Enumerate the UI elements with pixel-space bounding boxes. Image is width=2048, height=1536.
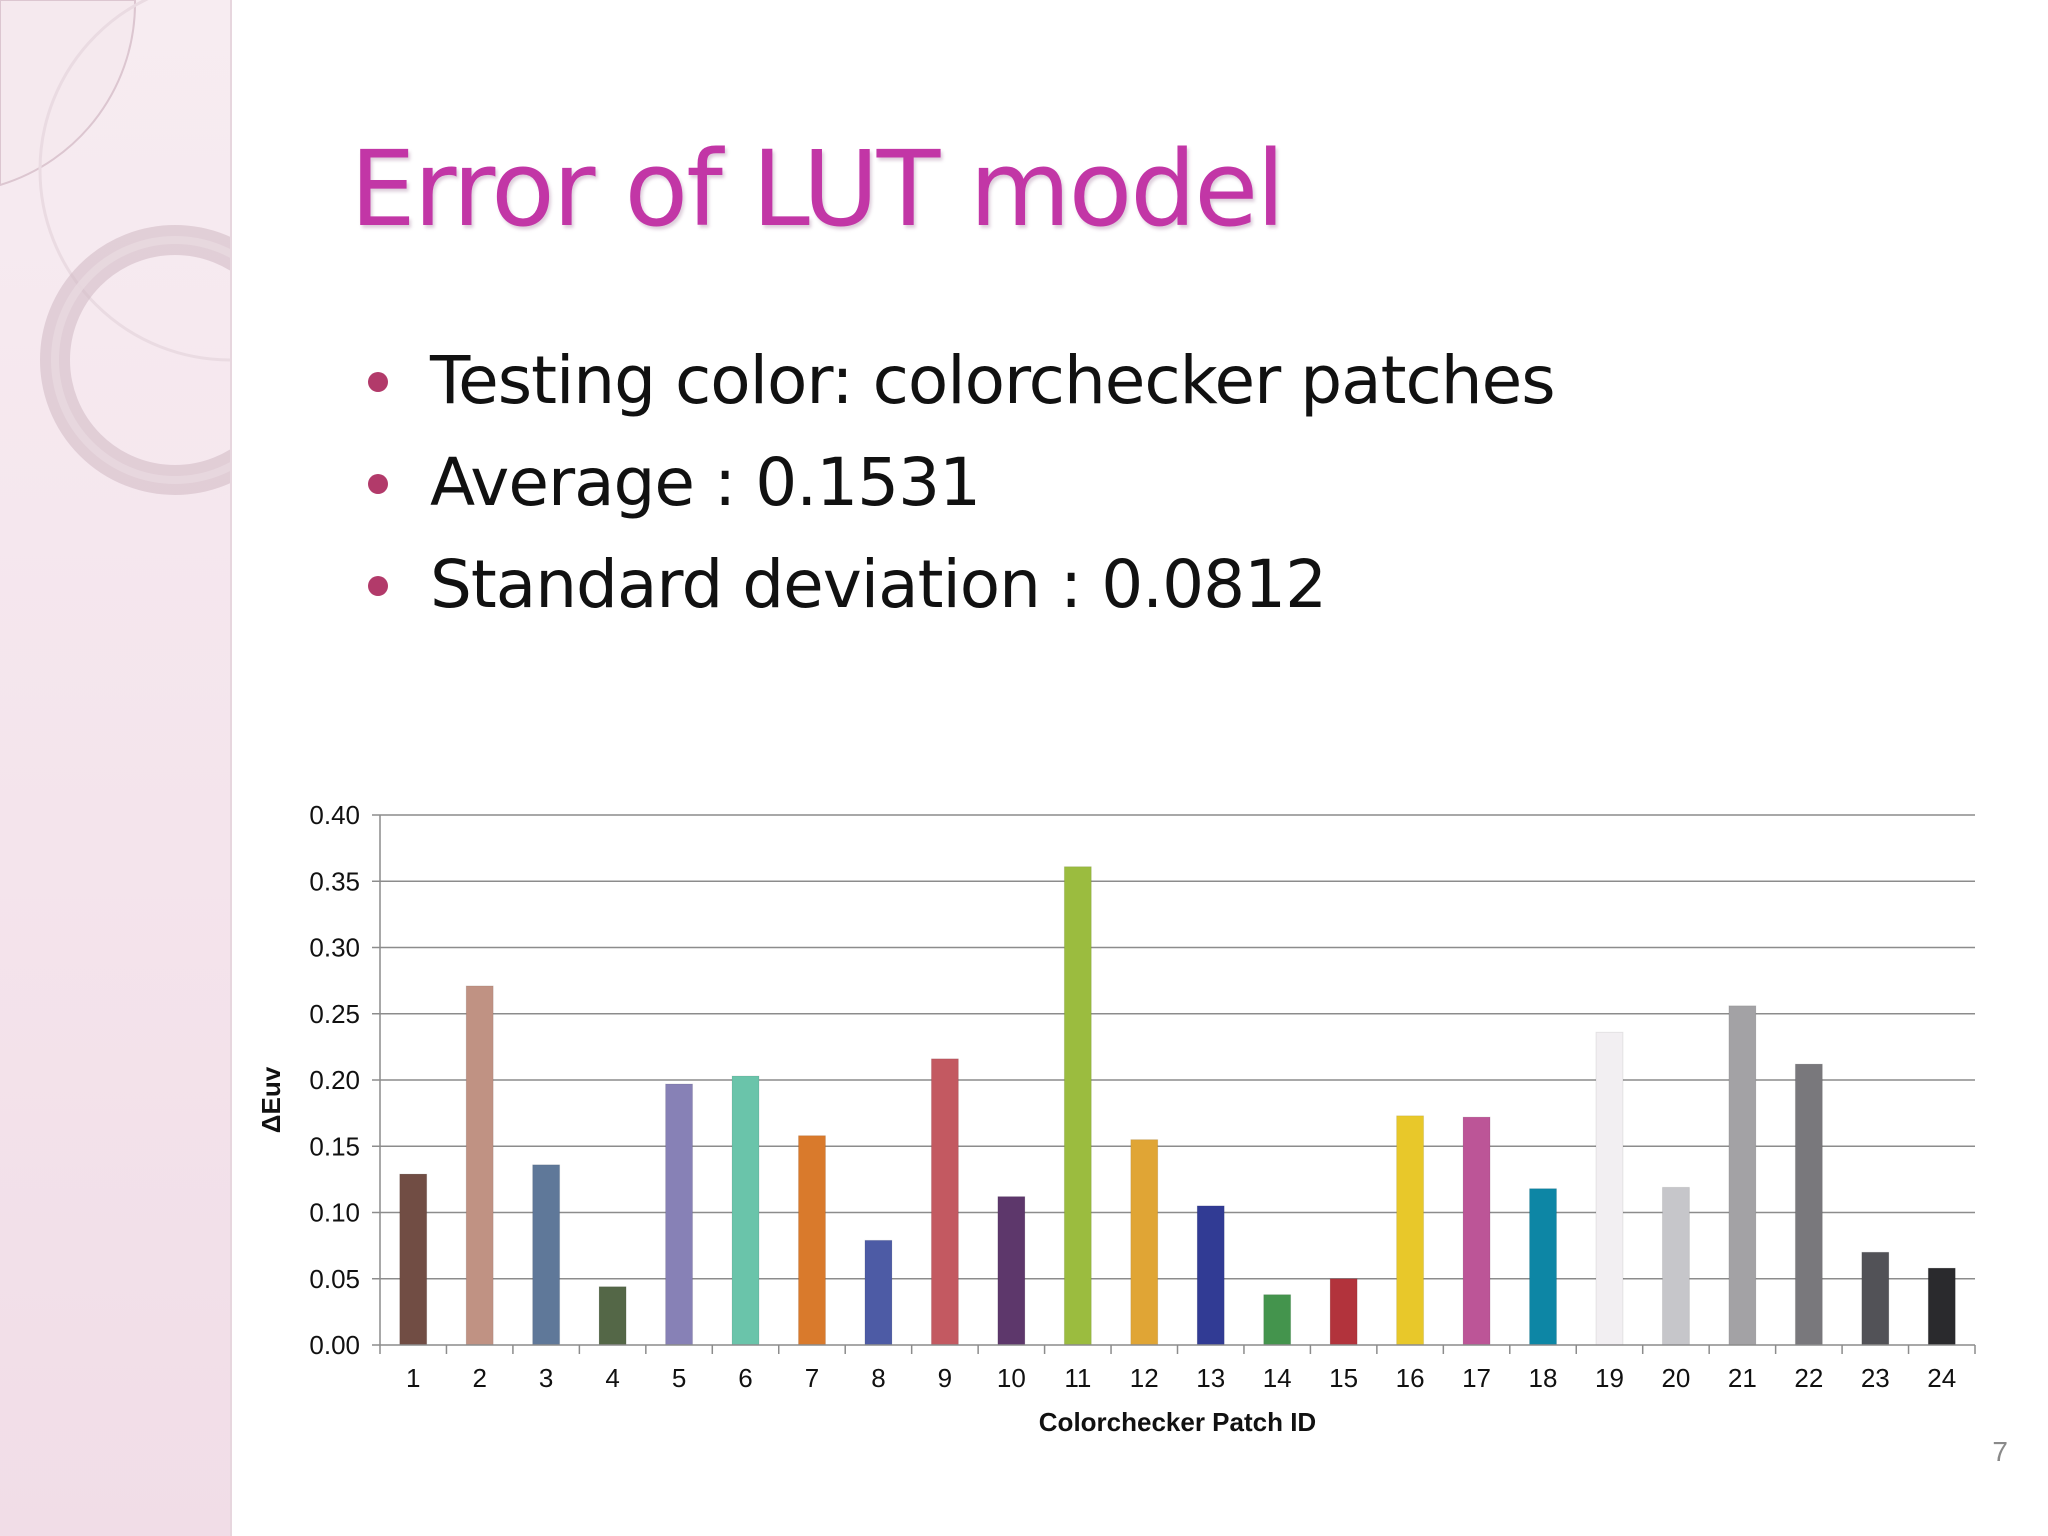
bar-16 — [1396, 1115, 1425, 1346]
tick-labels: 0.000.050.100.150.200.250.300.350.401 2 3 4… — [309, 800, 1956, 1393]
y-tick-label: 0.20 — [309, 1065, 360, 1095]
x-axis-title: Colorchecker Patch ID — [1039, 1407, 1316, 1437]
y-tick-label: 0.25 — [309, 999, 360, 1029]
x-tick-label: 23 — [1861, 1363, 1890, 1393]
bar-7 — [797, 1135, 826, 1346]
slide-title: Error of LUT model — [350, 128, 1285, 250]
x-tick-label: 22 — [1794, 1363, 1823, 1393]
bar-chart: 0.000.050.100.150.200.250.300.350.401 2 3 4… — [256, 800, 1976, 1437]
bar-10 — [997, 1196, 1026, 1346]
x-tick-label: 15 — [1329, 1363, 1358, 1393]
x-tick-label: 8 — [871, 1363, 885, 1393]
bullet-list: Testing color: colorchecker patches Aver… — [368, 330, 1556, 636]
y-tick-label: 0.40 — [309, 800, 360, 830]
bar-21 — [1728, 1005, 1757, 1346]
bar-19 — [1595, 1031, 1624, 1346]
axes — [372, 814, 1976, 1354]
bullet-item: Average : 0.1531 — [368, 432, 1555, 534]
bar-12 — [1130, 1139, 1159, 1346]
x-tick-label: 3 — [539, 1363, 553, 1393]
x-tick-label: 12 — [1130, 1363, 1159, 1393]
bar-2 — [465, 985, 494, 1346]
bar-23 — [1861, 1251, 1890, 1346]
decorative-sidebar — [0, 0, 232, 1536]
x-tick-label: 9 — [938, 1363, 952, 1393]
bar-1 — [399, 1173, 428, 1346]
bar-22 — [1794, 1063, 1823, 1346]
x-tick-label: 6 — [738, 1363, 752, 1393]
x-tick-label: 1 — [406, 1363, 420, 1393]
x-tick-label: 24 — [1927, 1363, 1956, 1393]
x-tick-label: 10 — [997, 1363, 1026, 1393]
bullet-text: Standard deviation : 0.0812 — [430, 546, 1327, 623]
x-tick-label: 4 — [605, 1363, 619, 1393]
x-tick-label: 5 — [672, 1363, 686, 1393]
y-tick-label: 0.35 — [309, 866, 360, 896]
bar-17 — [1462, 1116, 1491, 1346]
x-tick-label: 7 — [805, 1363, 819, 1393]
decorative-rings — [0, 0, 230, 495]
bar-8 — [864, 1239, 893, 1346]
x-tick-label: 17 — [1462, 1363, 1491, 1393]
x-tick-label: 20 — [1661, 1363, 1690, 1393]
bar-18 — [1529, 1188, 1558, 1346]
y-tick-label: 0.05 — [309, 1264, 360, 1294]
bullet-dot-icon — [368, 372, 388, 392]
x-tick-label: 21 — [1728, 1363, 1757, 1393]
bar-20 — [1661, 1186, 1690, 1346]
page-number: 7 — [1992, 1436, 2008, 1467]
y-tick-label: 0.00 — [309, 1330, 360, 1360]
x-tick-label: 11 — [1064, 1363, 1091, 1393]
bar-9 — [930, 1058, 959, 1346]
x-tick-label: 13 — [1196, 1363, 1225, 1393]
y-axis-title: ΔEuv — [256, 1066, 286, 1133]
bullet-item: Standard deviation : 0.0812 — [368, 534, 1555, 636]
bar-5 — [665, 1083, 694, 1346]
bar-3 — [532, 1164, 561, 1346]
bar-24 — [1927, 1267, 1956, 1346]
bullet-item: Testing color: colorchecker patches — [368, 330, 1556, 432]
bullet-dot-icon — [368, 474, 388, 494]
bar-6 — [731, 1075, 760, 1346]
bullet-dot-icon — [368, 576, 388, 596]
bullet-text: Testing color: colorchecker patches — [430, 342, 1556, 419]
x-tick-label: 2 — [472, 1363, 486, 1393]
bar-13 — [1196, 1205, 1225, 1346]
y-tick-label: 0.15 — [309, 1131, 360, 1161]
bar-15 — [1329, 1278, 1358, 1346]
x-tick-label: 16 — [1396, 1363, 1425, 1393]
bars — [399, 866, 1956, 1346]
bullet-text: Average : 0.1531 — [430, 444, 981, 521]
x-tick-label: 19 — [1595, 1363, 1624, 1393]
y-tick-label: 0.30 — [309, 933, 360, 963]
y-tick-label: 0.10 — [309, 1198, 360, 1228]
gridlines — [380, 814, 1975, 1280]
bar-14 — [1263, 1294, 1292, 1346]
x-tick-label: 14 — [1263, 1363, 1292, 1393]
bar-11 — [1063, 866, 1092, 1346]
x-tick-label: 18 — [1529, 1363, 1558, 1393]
bar-4 — [598, 1286, 627, 1346]
